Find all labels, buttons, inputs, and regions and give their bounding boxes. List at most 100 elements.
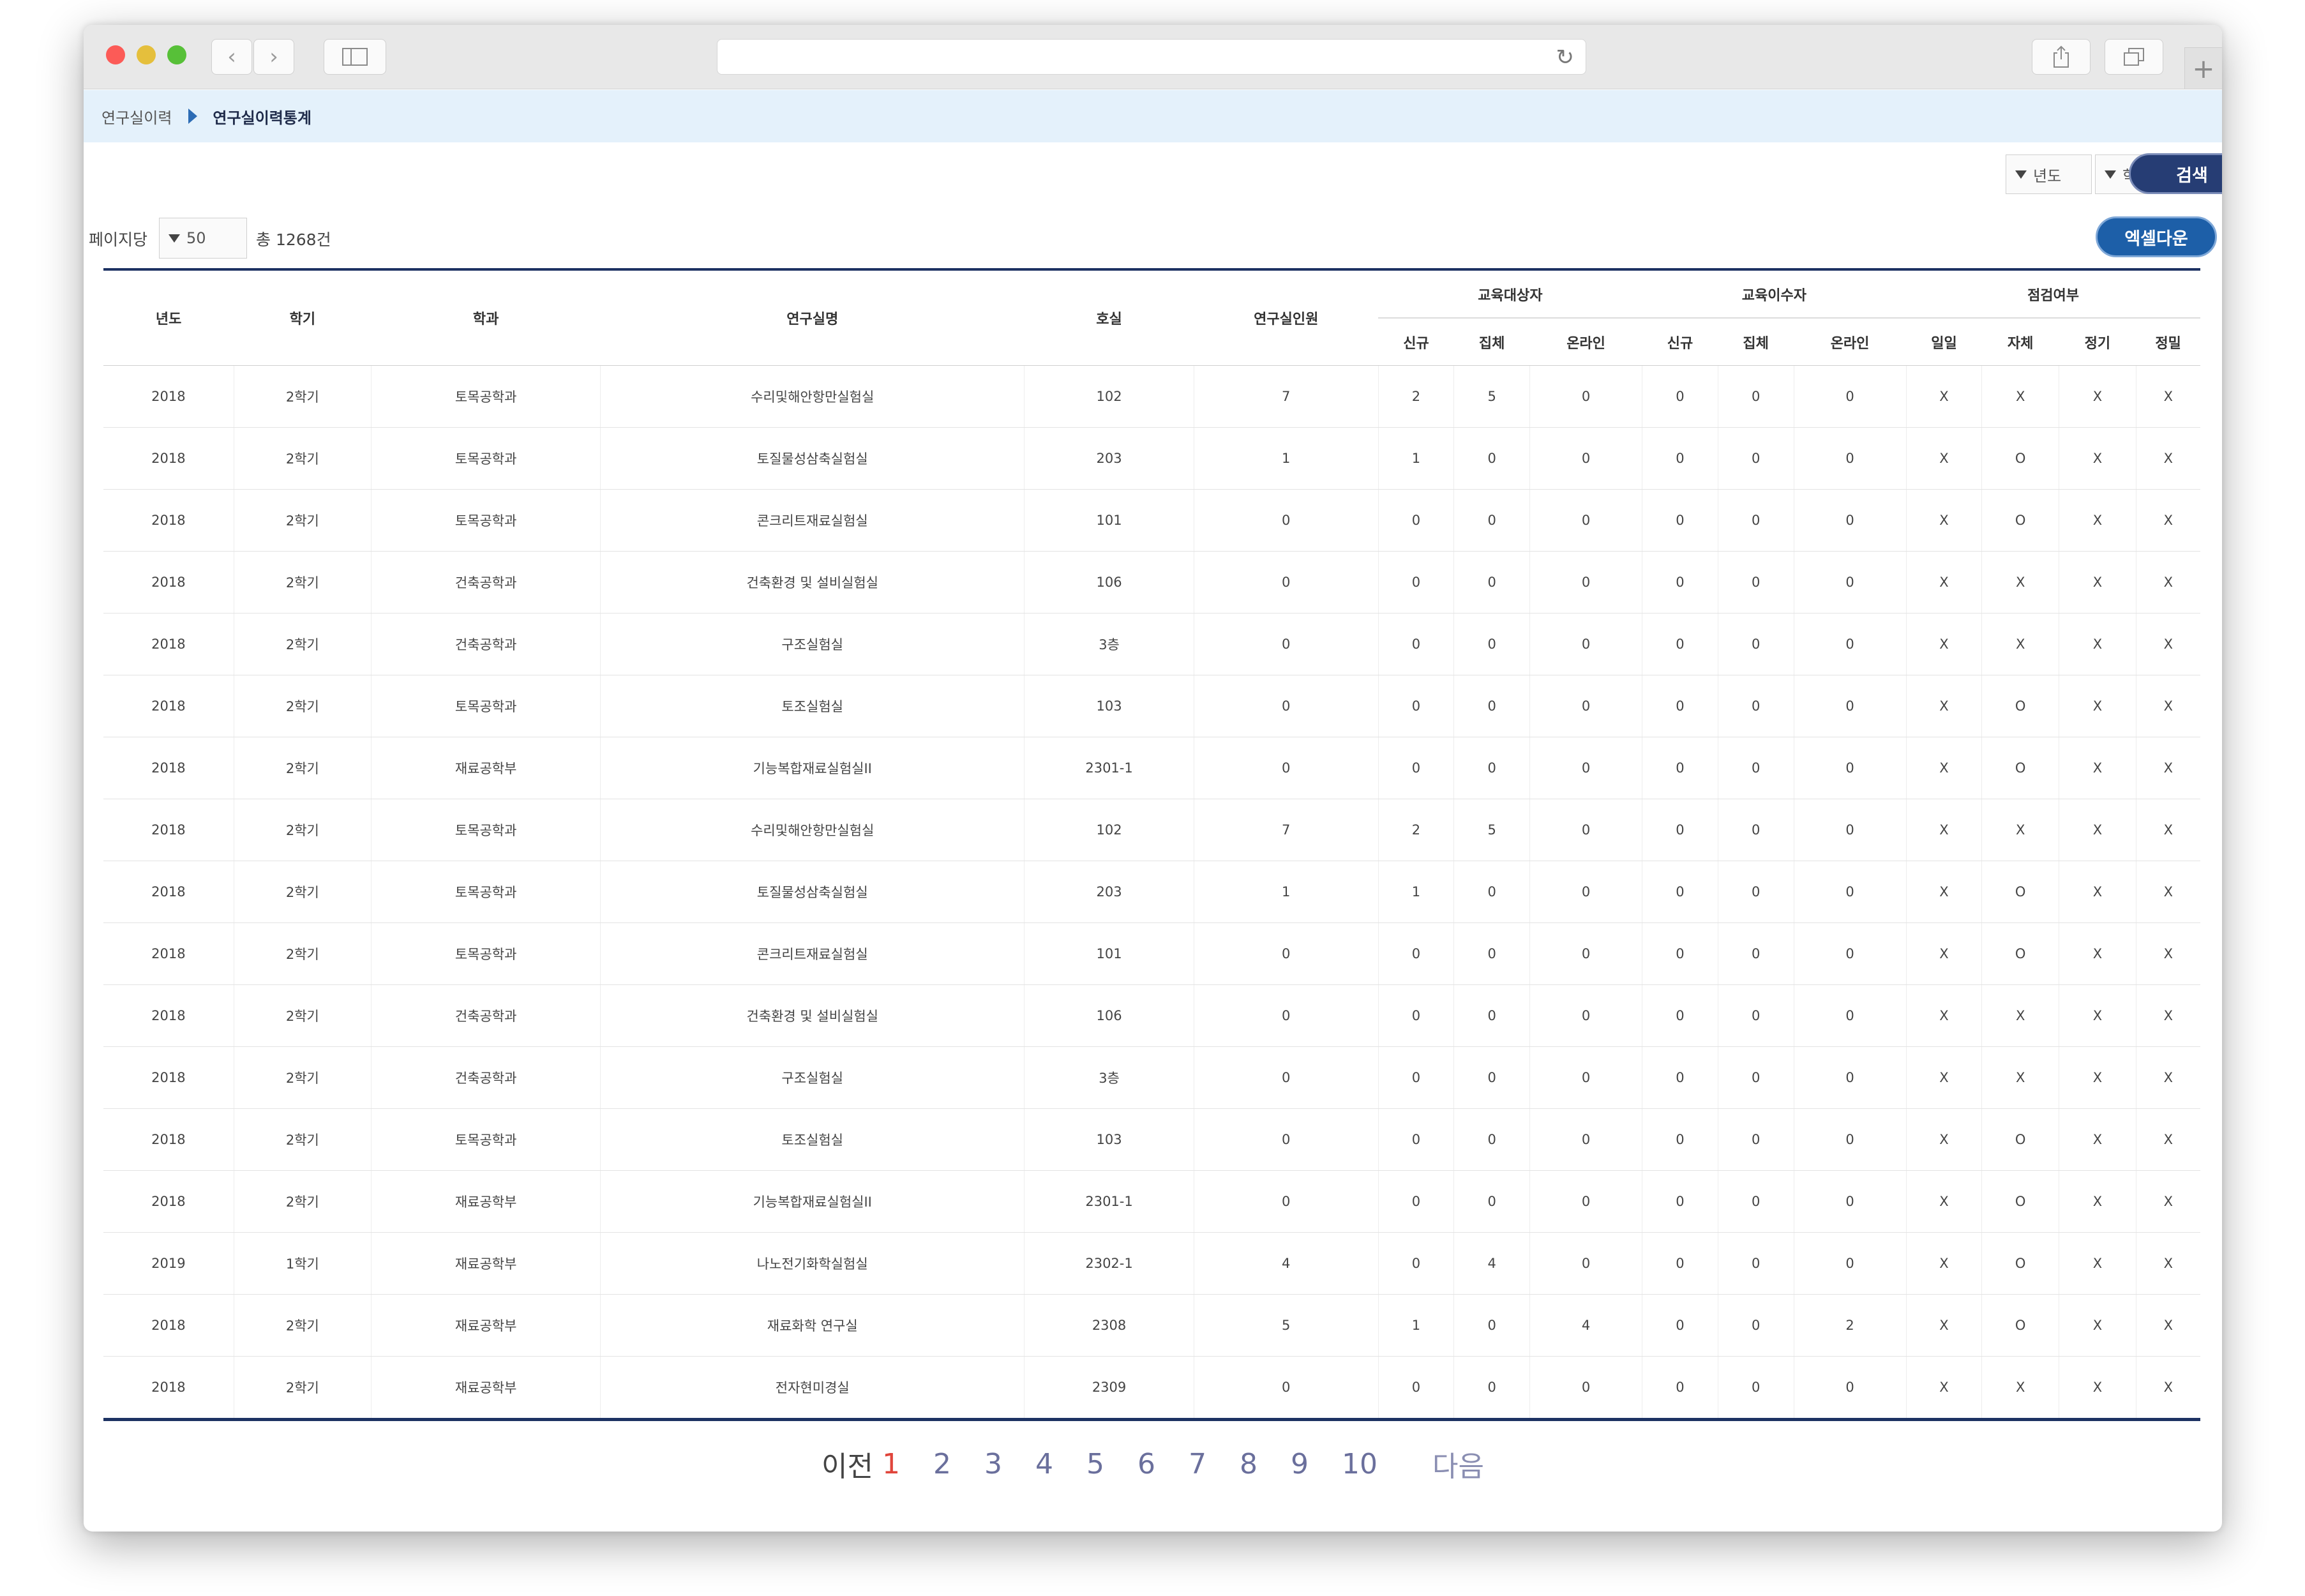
cell-dept: 건축공학과 xyxy=(371,551,601,614)
pagination-next[interactable]: 다음 xyxy=(1432,1450,1484,1483)
forward-button[interactable]: › xyxy=(253,39,294,75)
cell-done-online: 0 xyxy=(1794,1232,1907,1295)
cell-target-group: 0 xyxy=(1453,613,1531,675)
address-bar[interactable]: ↻ xyxy=(717,39,1586,75)
cell-inspect-detailed: X xyxy=(2136,861,2200,923)
cell-room: 2308 xyxy=(1024,1294,1194,1357)
cell-year: 2018 xyxy=(103,861,234,923)
cell-done-online: 0 xyxy=(1794,427,1907,490)
zoom-window-button[interactable] xyxy=(167,45,186,64)
cell-done-group: 0 xyxy=(1718,861,1794,923)
page-number[interactable]: 6 xyxy=(1137,1447,1155,1480)
cell-done-group: 0 xyxy=(1718,427,1794,490)
page-number[interactable]: 1 xyxy=(882,1447,900,1480)
cell-target-new: 0 xyxy=(1378,1046,1455,1109)
cell-lab-name: 구조실험실 xyxy=(600,613,1025,675)
cell-year: 2018 xyxy=(103,799,234,861)
cell-dept: 재료공학부 xyxy=(371,737,601,799)
page-number[interactable]: 10 xyxy=(1342,1447,1378,1480)
cell-target-group: 0 xyxy=(1453,1294,1531,1357)
cell-room: 106 xyxy=(1024,984,1194,1047)
table-row[interactable]: 2018 2학기 토목공학과 수리및해안항만실험실 102 7 2 5 0 0 0 0 X X X X xyxy=(103,799,2200,861)
table-row[interactable]: 2018 2학기 건축공학과 구조실험실 3층 0 0 0 0 0 0 0 X X X X xyxy=(103,1046,2200,1109)
cell-semester: 2학기 xyxy=(234,1170,372,1233)
table-row[interactable]: 2018 2학기 재료공학부 기능복합재료실험실II 2301-1 0 0 0 0 0 0 0 X O X X xyxy=(103,1170,2200,1233)
cell-semester: 2학기 xyxy=(234,489,372,552)
page-number[interactable]: 9 xyxy=(1291,1447,1309,1480)
cell-inspect-self: O xyxy=(1981,1108,2060,1171)
cell-dept: 재료공학부 xyxy=(371,1232,601,1295)
cell-inspect-detailed: X xyxy=(2136,675,2200,737)
cell-semester: 2학기 xyxy=(234,799,372,861)
sidebar-toggle-button[interactable] xyxy=(324,39,386,75)
cell-target-new: 0 xyxy=(1378,551,1455,614)
table-row[interactable]: 2018 2학기 토목공학과 수리및해안항만실험실 102 7 2 5 0 0 0 0 X X X X xyxy=(103,365,2200,428)
cell-target-group: 0 xyxy=(1453,551,1531,614)
table-row[interactable]: 2018 2학기 재료공학부 전자현미경실 2309 0 0 0 0 0 0 0 X X X X xyxy=(103,1356,2200,1418)
page-number[interactable]: 7 xyxy=(1189,1447,1206,1480)
share-button[interactable] xyxy=(2032,39,2091,75)
cell-inspect-detailed: X xyxy=(2136,613,2200,675)
excel-download-button[interactable]: 엑셀다운 xyxy=(2096,216,2217,257)
table-row[interactable]: 2018 2학기 건축공학과 건축환경 및 설비실험실 106 0 0 0 0 0 0 0 X X X X xyxy=(103,984,2200,1047)
header-target-new: 신규 xyxy=(1378,318,1454,366)
pagination-prev[interactable]: 이전 xyxy=(822,1450,873,1483)
cell-done-new: 0 xyxy=(1642,489,1718,552)
table-row[interactable]: 2018 2학기 토목공학과 토질물성삼축실험실 203 1 1 0 0 0 0 0 X O X X xyxy=(103,427,2200,490)
cell-target-new: 0 xyxy=(1378,1170,1455,1233)
breadcrumb-home[interactable]: 연구실이력 xyxy=(101,109,172,127)
table-row[interactable]: 2018 2학기 토목공학과 콘크리트재료실험실 101 0 0 0 0 0 0 0 X O X X xyxy=(103,489,2200,552)
cell-target-group: 5 xyxy=(1453,799,1531,861)
cell-inspect-regular: X xyxy=(2059,737,2136,799)
cell-inspect-self: X xyxy=(1981,799,2060,861)
page-number[interactable]: 4 xyxy=(1035,1447,1053,1480)
cell-semester: 2학기 xyxy=(234,1294,372,1357)
table-row[interactable]: 2018 2학기 토목공학과 토질물성삼축실험실 203 1 1 0 0 0 0 0 X O X X xyxy=(103,861,2200,923)
cell-semester: 2학기 xyxy=(234,1356,372,1418)
table-row[interactable]: 2019 1학기 재료공학부 나노전기화학실험실 2302-1 4 0 4 0 0 0 0 X O X X xyxy=(103,1232,2200,1295)
header-inspect-detailed: 정밀 xyxy=(2136,318,2200,366)
cell-lab-name: 토조실험실 xyxy=(600,1108,1025,1171)
caret-down-icon xyxy=(2015,170,2027,179)
search-button[interactable]: 검색 xyxy=(2129,153,2222,194)
cell-inspect-self: X xyxy=(1981,1356,2060,1418)
cell-inspect-detailed: X xyxy=(2136,1108,2200,1171)
reload-icon[interactable]: ↻ xyxy=(1556,45,1575,70)
table-row[interactable]: 2018 2학기 토목공학과 토조실험실 103 0 0 0 0 0 0 0 X O X X xyxy=(103,675,2200,737)
page-number[interactable]: 5 xyxy=(1086,1447,1104,1480)
table-row[interactable]: 2018 2학기 토목공학과 콘크리트재료실험실 101 0 0 0 0 0 0 0 X O X X xyxy=(103,922,2200,985)
cell-target-online: 0 xyxy=(1529,1108,1643,1171)
table-body: 2018 2학기 토목공학과 수리및해안항만실험실 102 7 2 5 0 0 0 0 X X X X 2018… xyxy=(103,365,2200,1418)
cell-done-online: 0 xyxy=(1794,922,1907,985)
cell-inspect-regular: X xyxy=(2059,1294,2136,1357)
page-number[interactable]: 8 xyxy=(1240,1447,1258,1480)
cell-inspect-self: O xyxy=(1981,675,2060,737)
cell-year: 2018 xyxy=(103,1046,234,1109)
cell-inspect-daily: X xyxy=(1906,799,1983,861)
table-row[interactable]: 2018 2학기 건축공학과 구조실험실 3층 0 0 0 0 0 0 0 X X X X xyxy=(103,613,2200,675)
minimize-window-button[interactable] xyxy=(137,45,156,64)
year-select[interactable]: 년도 xyxy=(2006,154,2092,194)
header-dept: 학과 xyxy=(371,271,601,366)
cell-target-new: 0 xyxy=(1378,675,1455,737)
close-window-button[interactable] xyxy=(106,45,125,64)
table-row[interactable]: 2018 2학기 토목공학과 토조실험실 103 0 0 0 0 0 0 0 X O X X xyxy=(103,1108,2200,1171)
tabs-overview-button[interactable] xyxy=(2105,39,2163,75)
table-row[interactable]: 2018 2학기 재료공학부 재료화학 연구실 2308 5 1 0 4 0 0 2 X O X X xyxy=(103,1294,2200,1357)
new-tab-button[interactable]: + xyxy=(2184,47,2222,89)
table-row[interactable]: 2018 2학기 재료공학부 기능복합재료실험실II 2301-1 0 0 0 0 0 0 0 X O X X xyxy=(103,737,2200,799)
cell-target-group: 0 xyxy=(1453,1356,1531,1418)
cell-inspect-self: O xyxy=(1981,922,2060,985)
lab-history-table: 년도 학기 학과 연구실명 호실 연구실인원 교육대상자 교육이수자 점검여부 … xyxy=(103,268,2200,1421)
back-button[interactable]: ‹ xyxy=(211,39,252,75)
per-page-select[interactable]: 50 xyxy=(159,218,247,259)
cell-done-group: 0 xyxy=(1718,1356,1794,1418)
page-numbers: 1 2 3 4 5 6 7 8 9 10 xyxy=(882,1448,1394,1480)
cell-year: 2018 xyxy=(103,365,234,428)
header-inspection: 점검여부 xyxy=(1906,271,2200,319)
cell-room: 101 xyxy=(1024,489,1194,552)
table-row[interactable]: 2018 2학기 건축공학과 건축환경 및 설비실험실 106 0 0 0 0 0 0 0 X X X X xyxy=(103,551,2200,614)
page-number[interactable]: 3 xyxy=(984,1447,1002,1480)
header-inspect-daily: 일일 xyxy=(1906,318,1982,366)
page-number[interactable]: 2 xyxy=(933,1447,951,1480)
